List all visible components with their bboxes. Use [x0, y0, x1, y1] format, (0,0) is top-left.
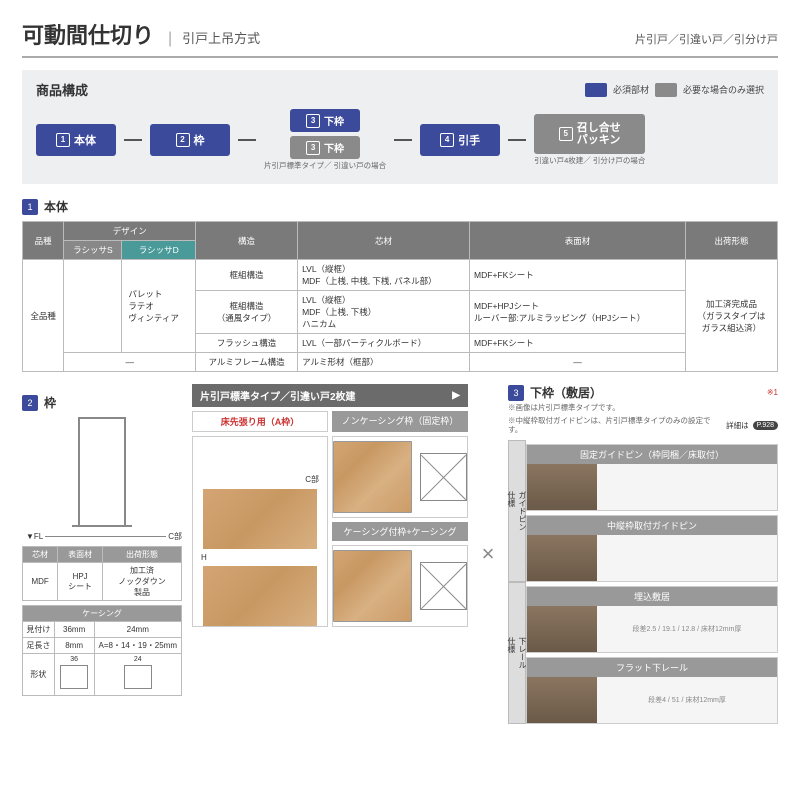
note-2: ※中縦枠取付ガイドピンは、片引戸標準タイプのみの設定です。 — [508, 416, 722, 434]
spec-table: 品種 デザイン 構造 芯材 表面材 出荷形態 ラシッサS ラシッサD 全品種 パ… — [22, 221, 778, 372]
section-num-1: 1 — [22, 199, 38, 215]
multiply-icon: × — [478, 384, 498, 724]
section-1-label: 1 本体 — [22, 198, 778, 215]
swatch-required — [585, 83, 607, 97]
th-surface: 表面材 — [470, 222, 686, 260]
material-table: 芯材表面材出荷形態 MDFHPJ シート加工済 ノックダウン 製品 — [22, 546, 182, 601]
side-head-1: ガイドピン 仕様 — [508, 440, 526, 582]
section-title-1: 本体 — [44, 198, 68, 215]
flow-diagram: 1本体 2枠 3下枠 3下枠 片引戸標準タイプ／ 引違い戸の場合 4引手 5召し… — [36, 109, 764, 170]
col-head-c: ケーシング付枠+ケーシング — [332, 522, 468, 541]
flow-node-5-group: 5召し合せ パッキン 引違い戸4枚建／ 引分け戸の場合 — [534, 114, 645, 165]
side-head-2: 下レール 仕様 — [508, 582, 526, 724]
page-title: 可動間仕切り — [22, 18, 154, 50]
rail-row-2: 中縦枠取付ガイドピン — [526, 515, 778, 582]
td-design-d: パレット ラテオ ヴィンティア — [122, 260, 196, 353]
col-head-b: ノンケーシング枠（固定枠） — [332, 411, 468, 432]
flow-node-3b: 3下枠 — [290, 136, 360, 159]
flow-node-1: 1本体 — [36, 124, 116, 156]
flow-node-4: 4引手 — [420, 124, 500, 156]
rail-row-3: 埋込敷居段差2.5 / 19.1 / 12.8 / 床材12mm厚 — [526, 586, 778, 653]
th-lasissa-d: ラシッサD — [122, 241, 196, 260]
title-divider: | — [168, 30, 172, 48]
legend: 必須部材 必要な場合のみ選択 — [585, 83, 764, 97]
wood-sample-2 — [203, 566, 317, 626]
section-2-mid: 片引戸標準タイプ／引違い戸2枚建▶ 床先張り用（A枠） ノンケーシング枠（固定枠… — [192, 384, 468, 724]
page-header: 可動間仕切り | 引戸上吊方式 片引戸／引違い戸／引分け戸 — [22, 18, 778, 58]
col-head-a: 床先張り用（A枠） — [192, 411, 328, 432]
flow-node-2: 2枠 — [150, 124, 230, 156]
th-structure: 構造 — [196, 222, 298, 260]
section-title-3: 下枠（敷居） — [530, 384, 602, 401]
section-title-2: 枠 — [44, 394, 56, 411]
section-2-left: 2枠 ▼FL C部 芯材表面材出荷形態 MDFHPJ シート加工済 ノックダウン… — [22, 384, 182, 724]
composition-panel: 商品構成 必須部材 必要な場合のみ選択 1本体 2枠 3下枠 3下枠 片引戸標準… — [22, 70, 778, 184]
th-design: デザイン — [64, 222, 196, 241]
th-kind: 品種 — [23, 222, 64, 260]
swatch-optional — [655, 83, 677, 97]
note-1: ※画像は片引戸標準タイプです。 — [508, 403, 778, 412]
td-kind: 全品種 — [23, 260, 64, 372]
wood-sample-1 — [203, 489, 317, 549]
page-ref-tag: P.928 — [753, 421, 778, 430]
page-subtitle: 引戸上吊方式 — [182, 28, 260, 47]
casing-table: ケーシング 見付け36mm24mm 足長さ8mmA=8・14・19・25mm 形… — [22, 605, 182, 696]
rail-row-1: 固定ガイドピン（枠同梱／床取付） — [526, 444, 778, 511]
composition-title: 商品構成 — [36, 80, 88, 99]
frame-tab: 片引戸標準タイプ／引違い戸2枚建▶ — [192, 384, 468, 407]
section-3: 3下枠（敷居） ※1 ※画像は片引戸標準タイプです。 ※中縦枠取付ガイドピンは、… — [508, 384, 778, 724]
flow-caption-5: 引違い戸4枚建／ 引分け戸の場合 — [534, 156, 645, 165]
th-lasissa-s: ラシッサS — [64, 241, 122, 260]
door-diagram: ▼FL C部 — [22, 417, 182, 542]
legend-required: 必須部材 — [613, 83, 649, 96]
th-core: 芯材 — [298, 222, 470, 260]
rail-row-4: フラット下レール段差4 / 51 / 床材12mm厚 — [526, 657, 778, 724]
flow-node-3-group: 3下枠 3下枠 片引戸標準タイプ／ 引違い戸の場合 — [264, 109, 386, 170]
chevron-right-icon: ▶ — [452, 390, 460, 401]
variant-list: 片引戸／引違い戸／引分け戸 — [635, 31, 778, 47]
flow-node-5: 5召し合せ パッキン — [534, 114, 645, 154]
th-ship: 出荷形態 — [685, 222, 777, 260]
flow-node-3a: 3下枠 — [290, 109, 360, 132]
flow-caption-3: 片引戸標準タイプ／ 引違い戸の場合 — [264, 161, 386, 170]
legend-optional: 必要な場合のみ選択 — [683, 83, 764, 96]
